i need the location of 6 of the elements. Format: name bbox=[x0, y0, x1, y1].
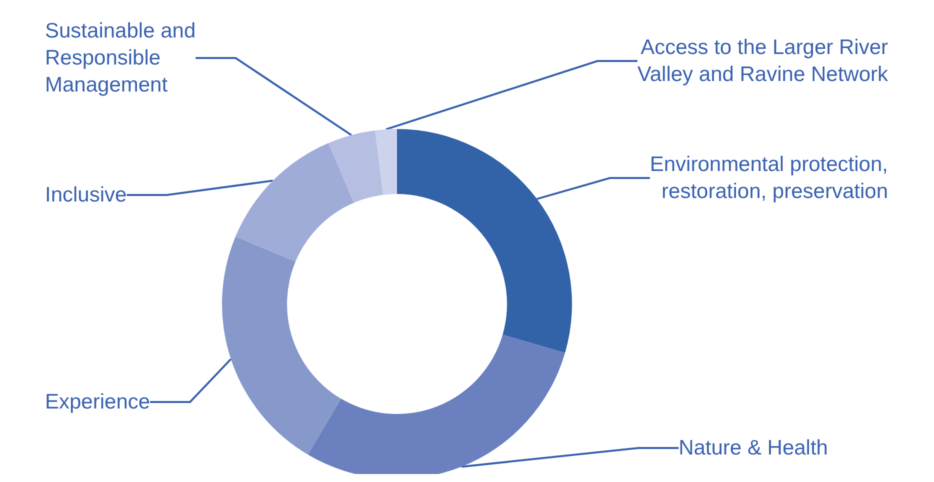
slice-label: Inclusive bbox=[45, 184, 127, 206]
slice-label: Environmental protection, restoration, preservation bbox=[650, 153, 888, 203]
slice-label: Nature & Health bbox=[678, 436, 828, 460]
slice-label: Access to the Larger River Valley and Ravine Network bbox=[637, 36, 888, 86]
slice-label: Experience bbox=[45, 390, 150, 414]
slice-label: Sustainable and Responsible Management bbox=[45, 20, 196, 96]
